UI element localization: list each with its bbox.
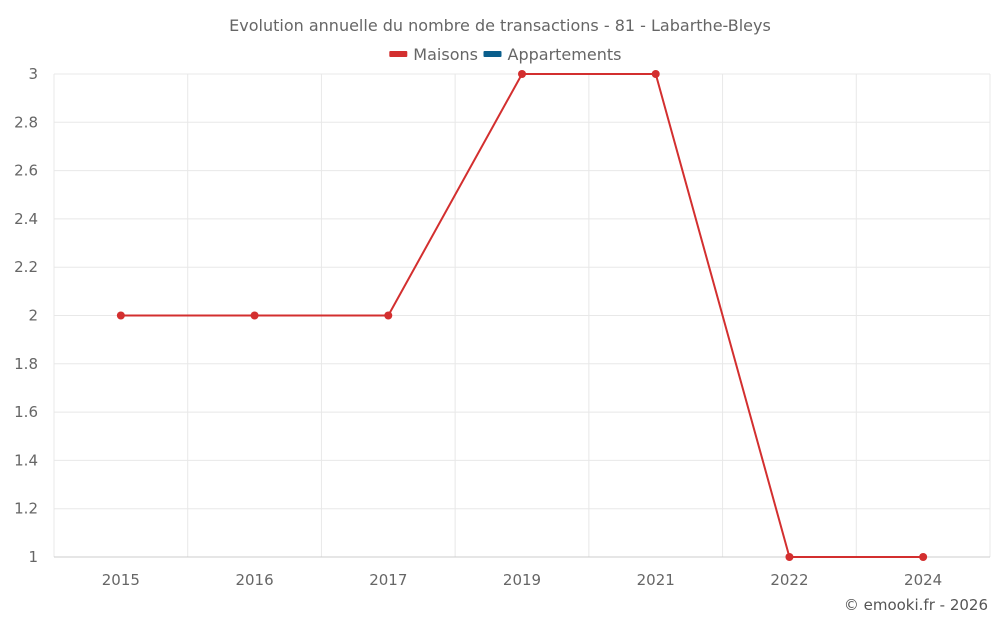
x-tick-label: 2015: [102, 571, 140, 589]
x-tick-label: 2021: [637, 571, 675, 589]
x-tick-label: 2019: [503, 571, 541, 589]
y-tick-label: 1: [28, 548, 38, 566]
data-point[interactable]: [384, 311, 393, 320]
y-tick-label: 3: [28, 65, 38, 83]
y-tick-label: 2: [28, 307, 38, 325]
y-tick-label: 1.4: [14, 451, 38, 469]
y-tick-label: 1.2: [14, 500, 38, 518]
data-point[interactable]: [919, 553, 928, 561]
data-point[interactable]: [785, 553, 794, 561]
series-layer: [116, 70, 928, 561]
x-tick-label: 2016: [235, 571, 273, 589]
legend-item-maisons[interactable]: Maisons: [389, 45, 478, 64]
data-point[interactable]: [250, 311, 259, 320]
data-point[interactable]: [116, 311, 125, 320]
legend-label: Maisons: [413, 45, 478, 64]
legend-swatch: [483, 51, 502, 57]
x-tick-label: 2017: [369, 571, 407, 589]
legend: Maisons Appartements: [389, 45, 621, 64]
data-point[interactable]: [518, 70, 526, 78]
y-tick-label: 1.8: [14, 355, 38, 373]
legend-item-appartements[interactable]: Appartements: [483, 45, 622, 64]
legend-label: Appartements: [508, 45, 622, 64]
y-tick-label: 1.6: [14, 403, 38, 421]
y-tick-label: 2.2: [14, 258, 38, 276]
x-axis-ticks: 2015 2016 2017 2019 2021 2022 2024: [102, 571, 942, 589]
data-point[interactable]: [651, 70, 660, 78]
chart-title: Evolution annuelle du nombre de transact…: [229, 16, 771, 35]
x-tick-label: 2024: [904, 571, 942, 589]
y-tick-label: 2.8: [14, 113, 38, 131]
x-tick-label: 2022: [770, 571, 808, 589]
y-axis-ticks: 1 1.2 1.4 1.6 1.8 2 2.2 2.4 2.6 2.8 3: [14, 65, 38, 566]
credit-text: © emooki.fr - 2026: [844, 596, 988, 614]
y-tick-label: 2.6: [14, 162, 38, 180]
legend-swatch: [389, 51, 408, 57]
y-tick-label: 2.4: [14, 210, 38, 228]
